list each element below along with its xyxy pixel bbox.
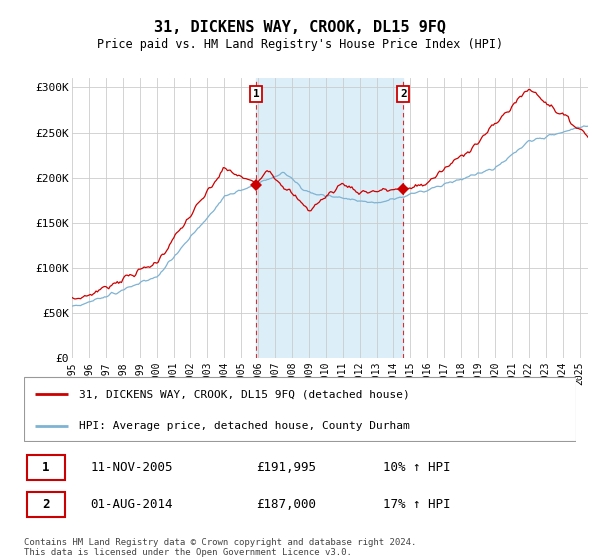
Text: 31, DICKENS WAY, CROOK, DL15 9FQ (detached house): 31, DICKENS WAY, CROOK, DL15 9FQ (detach… <box>79 389 410 399</box>
Text: 01-AUG-2014: 01-AUG-2014 <box>90 498 173 511</box>
Text: 1: 1 <box>253 88 259 99</box>
Text: 1: 1 <box>43 461 50 474</box>
Text: 17% ↑ HPI: 17% ↑ HPI <box>383 498 450 511</box>
FancyBboxPatch shape <box>27 492 65 517</box>
Text: 2: 2 <box>43 498 50 511</box>
Text: Price paid vs. HM Land Registry's House Price Index (HPI): Price paid vs. HM Land Registry's House … <box>97 38 503 52</box>
Text: £191,995: £191,995 <box>256 461 316 474</box>
FancyBboxPatch shape <box>24 376 576 441</box>
Text: 11-NOV-2005: 11-NOV-2005 <box>90 461 173 474</box>
Text: HPI: Average price, detached house, County Durham: HPI: Average price, detached house, Coun… <box>79 421 410 431</box>
Bar <box>256 78 403 358</box>
FancyBboxPatch shape <box>27 455 65 480</box>
Text: £187,000: £187,000 <box>256 498 316 511</box>
Text: 31, DICKENS WAY, CROOK, DL15 9FQ: 31, DICKENS WAY, CROOK, DL15 9FQ <box>154 21 446 35</box>
Text: 2: 2 <box>400 88 407 99</box>
Text: Contains HM Land Registry data © Crown copyright and database right 2024.
This d: Contains HM Land Registry data © Crown c… <box>24 538 416 557</box>
Text: 10% ↑ HPI: 10% ↑ HPI <box>383 461 450 474</box>
